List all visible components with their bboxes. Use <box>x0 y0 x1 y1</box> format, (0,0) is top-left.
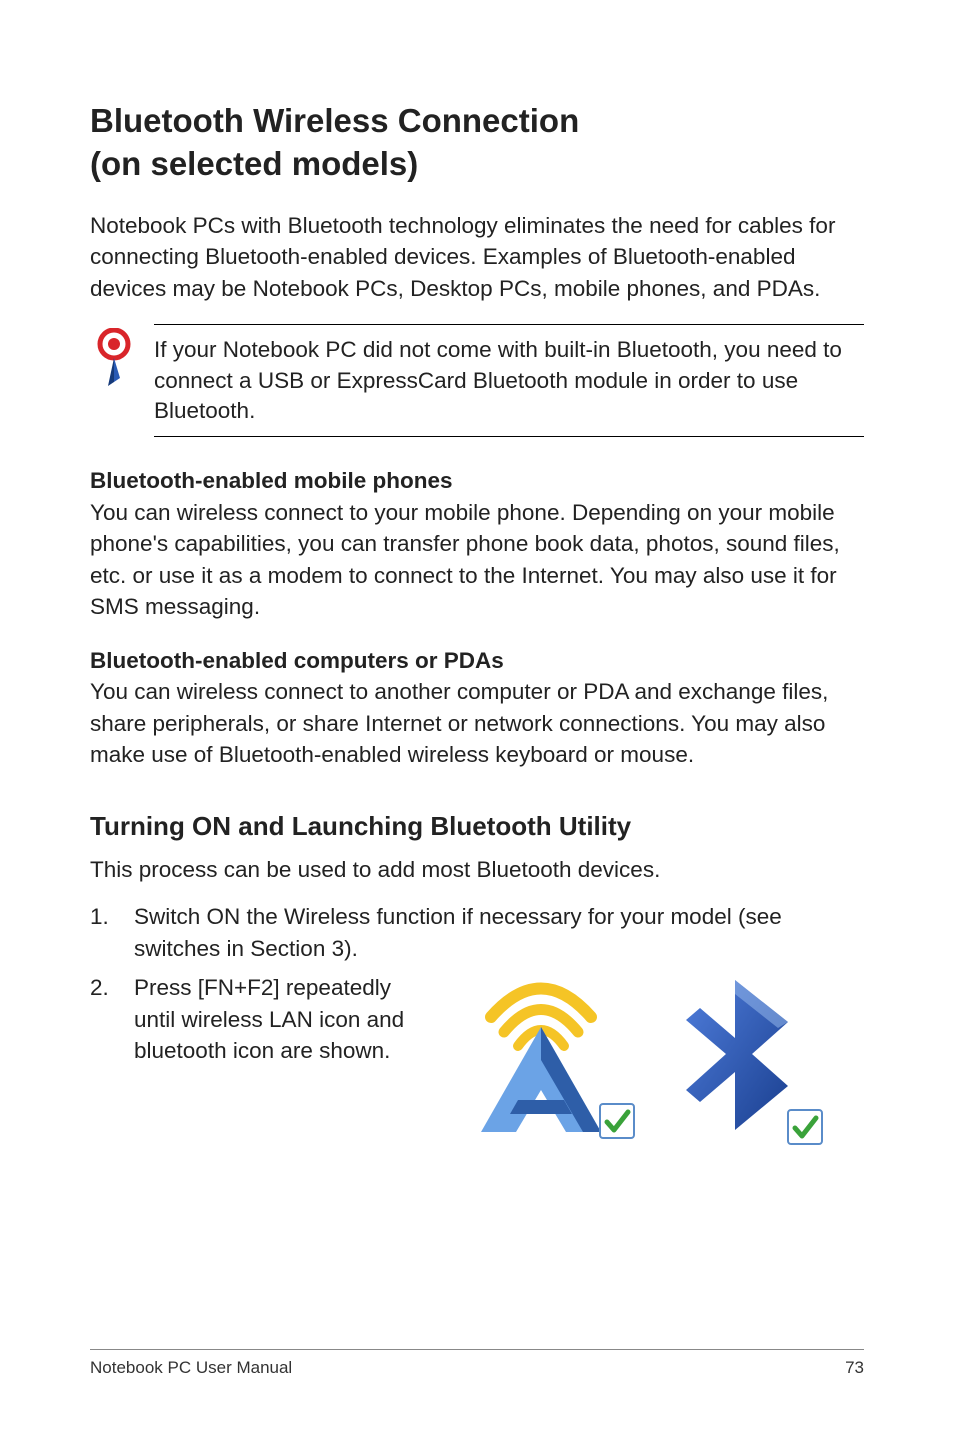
utility-intro: This process can be used to add most Blu… <box>90 854 864 886</box>
intro-paragraph: Notebook PCs with Bluetooth technology e… <box>90 210 864 305</box>
phones-heading: Bluetooth-enabled mobile phones <box>90 468 453 493</box>
page-footer: Notebook PC User Manual 73 <box>90 1349 864 1378</box>
step-2: 2. Press [FN+F2] repeatedly until wirele… <box>90 972 864 1161</box>
note-text-container: If your Notebook PC did not come with bu… <box>154 324 864 437</box>
step-2-text: Press [FN+F2] repeatedly until wireless … <box>134 972 432 1067</box>
step-2-number: 2. <box>90 972 134 1161</box>
title-line-2: (on selected models) <box>90 145 418 182</box>
computers-body: You can wireless connect to another comp… <box>90 679 828 767</box>
step-1-number: 1. <box>90 901 134 964</box>
section-phones: Bluetooth-enabled mobile phones You can … <box>90 465 864 623</box>
utility-heading: Turning ON and Launching Bluetooth Utili… <box>90 811 864 842</box>
wifi-icon <box>446 972 646 1151</box>
step-1-text: Switch ON the Wireless function if neces… <box>134 901 864 964</box>
note-block: If your Notebook PC did not come with bu… <box>90 324 864 437</box>
pushpin-icon <box>90 328 136 395</box>
title-line-1: Bluetooth Wireless Connection <box>90 102 579 139</box>
page-title: Bluetooth Wireless Connection (on select… <box>90 100 864 186</box>
note-text: If your Notebook PC did not come with bu… <box>154 335 864 426</box>
step-1: 1. Switch ON the Wireless function if ne… <box>90 901 864 964</box>
footer-manual-title: Notebook PC User Manual <box>90 1358 292 1378</box>
section-computers: Bluetooth-enabled computers or PDAs You … <box>90 645 864 771</box>
phones-body: You can wireless connect to your mobile … <box>90 500 840 620</box>
bluetooth-icon <box>660 972 830 1161</box>
computers-heading: Bluetooth-enabled computers or PDAs <box>90 648 504 673</box>
footer-page-number: 73 <box>845 1358 864 1378</box>
